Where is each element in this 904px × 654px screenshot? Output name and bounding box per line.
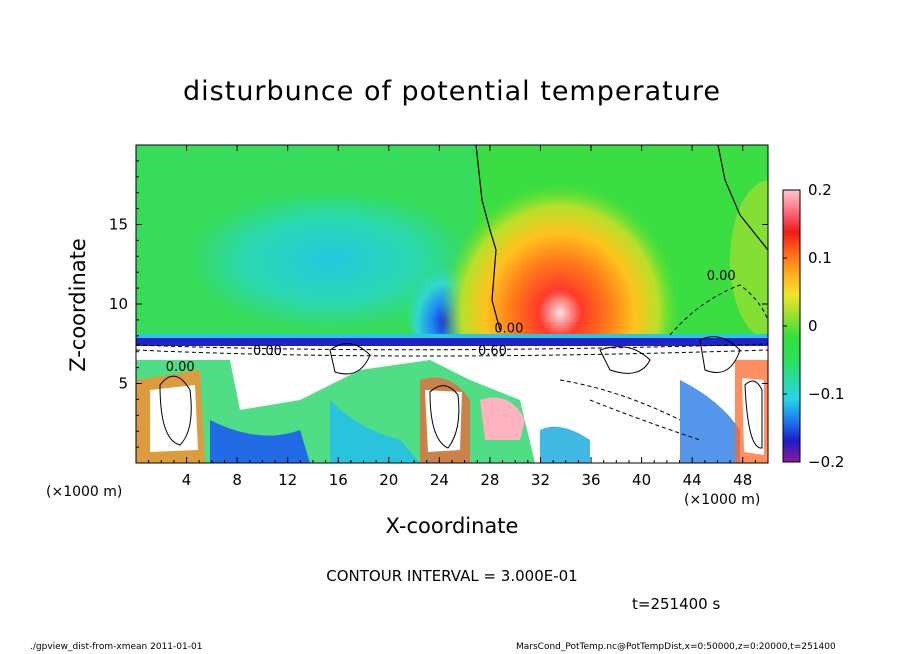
y-axis-ticks: 5 10 15 bbox=[109, 160, 768, 448]
x-axis-label: X-coordinate bbox=[385, 514, 519, 538]
colorbar-tick-label: −0.2 bbox=[808, 453, 844, 471]
x-tick-label: 16 bbox=[329, 471, 348, 489]
y-tick-label: 5 bbox=[118, 375, 128, 393]
colorbar-tick-label: 0.2 bbox=[808, 181, 832, 199]
time-text: t=251400 s bbox=[632, 595, 721, 613]
contour-label: 0.60 bbox=[478, 344, 507, 359]
contour-labels: 0.00 0.60 0.00 0.00 0.00 bbox=[166, 269, 736, 375]
colorbar-ticks: 0.2 0.1 0 −0.1 −0.2 bbox=[783, 181, 844, 471]
x-tick-label: 28 bbox=[480, 471, 499, 489]
contour-label: 0.00 bbox=[494, 322, 523, 337]
x-tick-label: 32 bbox=[531, 471, 550, 489]
x-tick-label: 20 bbox=[379, 471, 398, 489]
footer-right: MarsCond_PotTemp.nc@PotTempDist,x=0:5000… bbox=[516, 642, 836, 652]
colorbar-tick-label: 0 bbox=[808, 317, 818, 335]
contour-label: 0.00 bbox=[707, 269, 736, 284]
contour-interval-text: CONTOUR INTERVAL = 3.000E-01 bbox=[326, 567, 578, 585]
x-tick-label: 36 bbox=[581, 471, 600, 489]
x-unit-label-right: (×1000 m) bbox=[684, 492, 761, 508]
x-tick-label: 4 bbox=[182, 471, 192, 489]
x-tick-label: 24 bbox=[430, 471, 449, 489]
y-tick-label: 10 bbox=[109, 295, 128, 313]
footer-left: ./gpview_dist-from-xmean 2011-01-01 bbox=[30, 642, 203, 652]
x-tick-label: 48 bbox=[733, 471, 752, 489]
x-axis-ticks: 4 8 12 16 20 24 28 32 36 40 44 48 bbox=[148, 145, 756, 489]
contour-label: 0.00 bbox=[253, 344, 282, 359]
x-tick-label: 40 bbox=[632, 471, 651, 489]
contour-label: 0.00 bbox=[166, 360, 195, 375]
y-axis-label: Z-coordinate bbox=[66, 238, 90, 372]
x-unit-label-left: (×1000 m) bbox=[46, 484, 123, 500]
x-tick-label: 44 bbox=[683, 471, 702, 489]
chart-title: disturbunce of potential temperature bbox=[183, 76, 721, 107]
x-tick-label: 8 bbox=[232, 471, 242, 489]
y-tick-label: 15 bbox=[109, 216, 128, 234]
colorbar-tick-label: 0.1 bbox=[808, 249, 832, 267]
x-tick-label: 12 bbox=[278, 471, 297, 489]
colorbar-tick-label: −0.1 bbox=[808, 385, 844, 403]
heatmap-field bbox=[136, 145, 768, 463]
